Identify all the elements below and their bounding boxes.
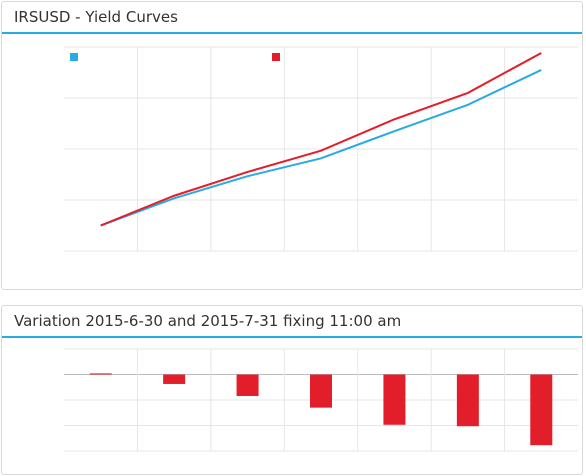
variation-bar — [236, 374, 259, 396]
variation-panel-title: Variation 2015-6-30 and 2015-7-31 fixing… — [2, 306, 582, 338]
variation-bar — [89, 373, 112, 375]
variation-chart — [64, 348, 578, 452]
variation-bar — [310, 374, 332, 408]
yield-curves-panel-title: IRSUSD - Yield Curves — [2, 2, 582, 34]
yield-curves-panel: IRSUSD - Yield Curves — [1, 1, 583, 290]
variation-panel: Variation 2015-6-30 and 2015-7-31 fixing… — [1, 305, 583, 475]
series-line-0 — [100, 69, 542, 227]
series-line-1 — [100, 52, 542, 227]
variation-bar — [163, 374, 186, 384]
legend-swatch-1 — [272, 53, 280, 61]
variation-bar — [383, 374, 406, 425]
yield-curves-chart — [64, 46, 578, 252]
variation-bar — [456, 374, 479, 427]
variation-bar — [530, 374, 553, 446]
legend-swatch-0 — [70, 53, 78, 61]
